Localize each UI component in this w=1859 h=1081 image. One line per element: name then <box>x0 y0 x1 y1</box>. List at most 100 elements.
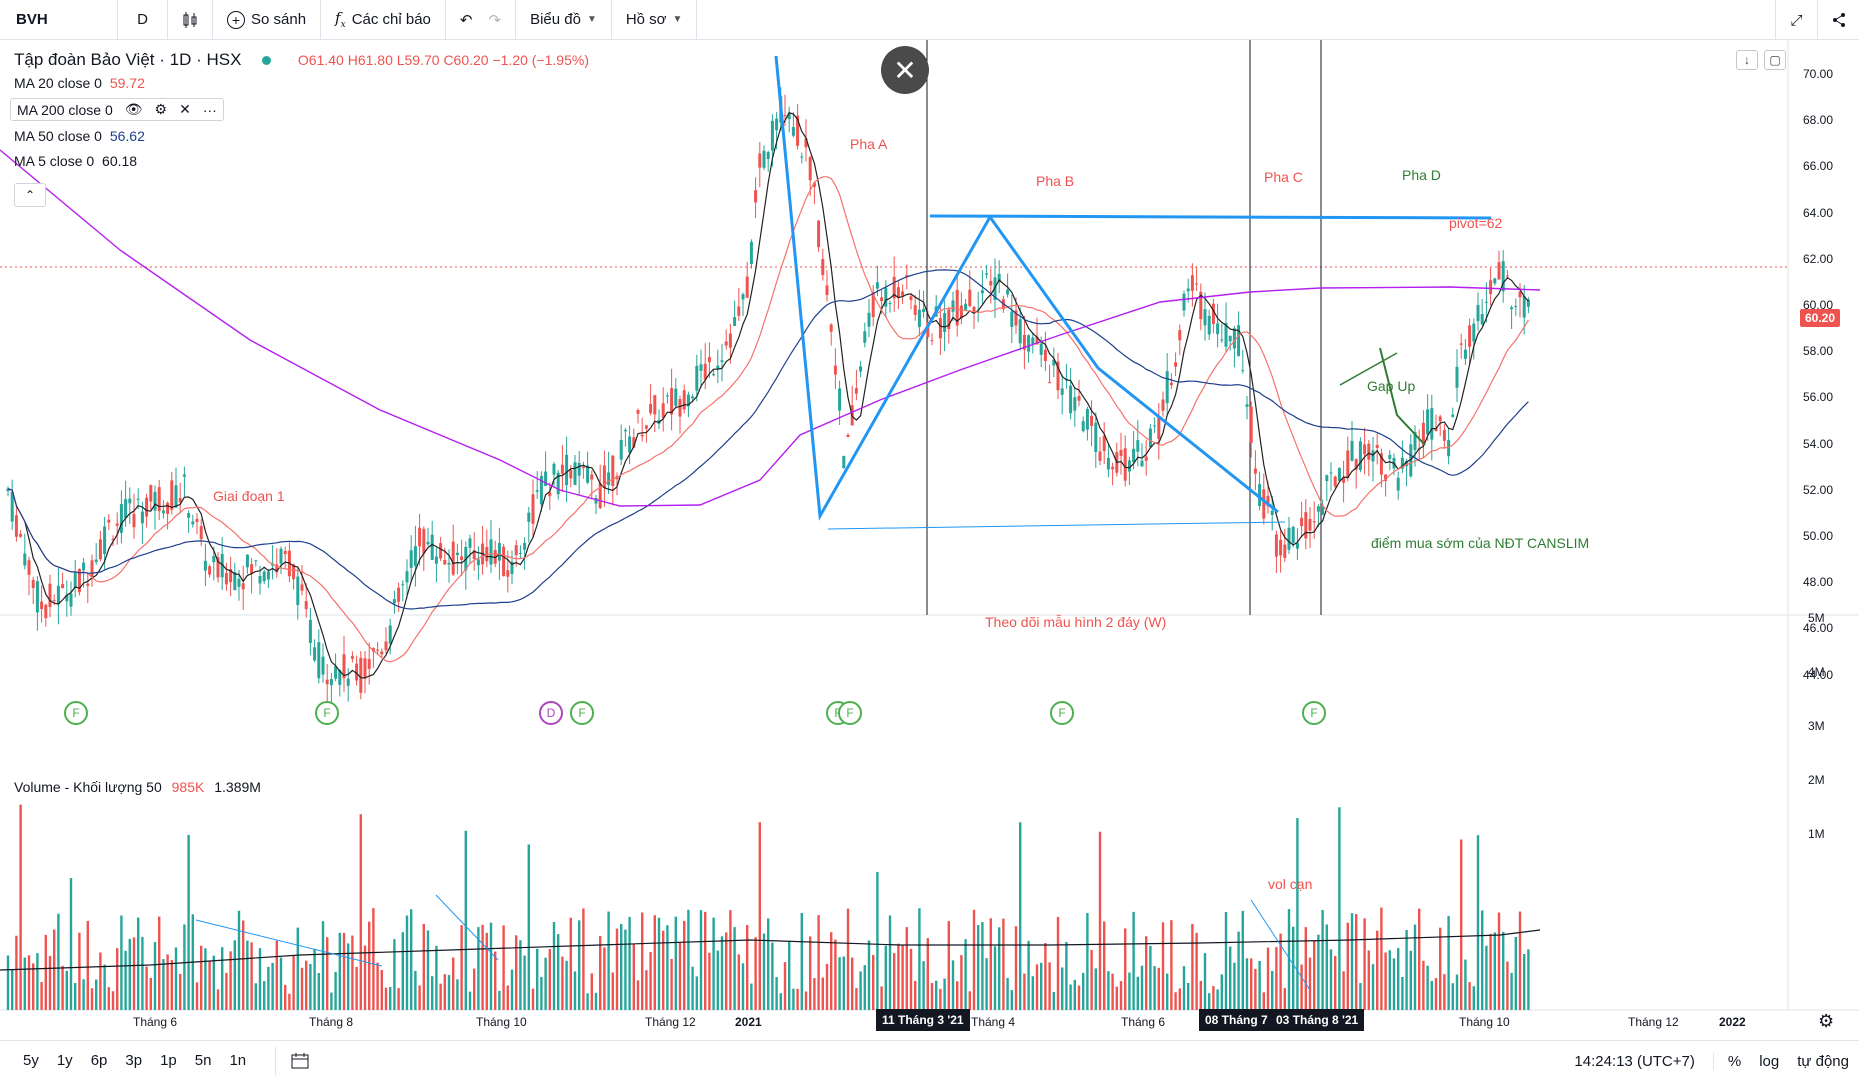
range-3m[interactable]: 3p <box>125 1052 143 1069</box>
gear-icon[interactable]: ⚙ <box>154 101 168 117</box>
candle-body <box>1501 261 1505 292</box>
candle-body <box>1018 319 1022 344</box>
volume-tick-label: 4M <box>1808 665 1825 679</box>
compare-label: So sánh <box>251 11 307 28</box>
volume-bar <box>1094 968 1097 1010</box>
clock-time[interactable]: 14:24:13 (UTC+7) <box>1574 1052 1695 1070</box>
ma20-value: 59.72 <box>109 75 145 91</box>
share-icon[interactable] <box>1817 0 1859 40</box>
undo-icon[interactable]: ↶ <box>459 11 473 29</box>
volume-bar <box>523 955 526 1010</box>
volume-bar <box>368 921 371 1010</box>
volume-legend[interactable]: Volume - Khối lượng 50 985K 1.389M <box>14 779 261 795</box>
time-tick-label: 2021 <box>735 1015 762 1029</box>
event-marker-f[interactable]: F <box>838 701 862 725</box>
volume-bar <box>817 915 820 1010</box>
percent-toggle[interactable]: % <box>1712 1052 1741 1070</box>
volume-bar <box>1040 962 1043 1010</box>
volume-bar <box>494 951 497 1010</box>
candle-body <box>959 305 963 319</box>
volume-bar <box>1153 966 1156 1010</box>
annotation-pha-d: Pha D <box>1402 167 1441 183</box>
profile-menu-button[interactable]: Hồ sơ ▼ <box>612 0 698 40</box>
redo-icon[interactable]: ↷ <box>488 11 502 29</box>
candle-body <box>128 498 132 504</box>
candle-body <box>1350 440 1354 461</box>
candle-body <box>1232 328 1236 349</box>
legend-ma20[interactable]: MA 20 close 0 59.72 <box>14 75 145 91</box>
candle-body <box>565 454 569 486</box>
event-marker-f[interactable]: F <box>315 701 339 725</box>
event-marker-f[interactable]: F <box>64 701 88 725</box>
chart-canvas[interactable] <box>0 40 1859 1040</box>
legend-collapse-button[interactable]: ⌃ <box>14 183 46 207</box>
event-marker-f[interactable]: F <box>570 701 594 725</box>
candle-body <box>628 436 632 453</box>
candle-body <box>304 601 308 610</box>
compare-button[interactable]: + So sánh <box>213 0 322 40</box>
candle-body <box>325 679 329 685</box>
legend-ma5[interactable]: MA 5 close 0 60.18 <box>14 153 137 169</box>
legend-ma50[interactable]: MA 50 close 0 56.62 <box>14 128 145 144</box>
interval-button[interactable]: D <box>118 0 168 40</box>
volume-bar <box>1115 986 1118 1010</box>
candle-body <box>317 642 321 679</box>
event-marker-f[interactable]: F <box>1302 701 1326 725</box>
candle-body <box>1090 415 1094 426</box>
indicators-button[interactable]: fx Các chỉ báo <box>321 0 446 40</box>
candle-body <box>649 403 653 414</box>
volume-dryup-line <box>1250 899 1311 991</box>
log-toggle[interactable]: log <box>1759 1052 1780 1070</box>
candle-body <box>812 182 816 187</box>
candle-body <box>1010 311 1014 327</box>
volume-bar <box>1044 942 1047 1010</box>
candle-body <box>124 499 128 518</box>
volume-bar <box>422 923 425 1010</box>
maximize-pane-icon[interactable]: ▢ <box>1764 50 1786 70</box>
candle-body <box>678 399 682 417</box>
candle-body <box>716 365 720 370</box>
close-icon[interactable]: ✕ <box>179 101 191 117</box>
candle-body <box>787 112 791 120</box>
candle-body <box>422 528 426 554</box>
volume-bar <box>1460 839 1463 1010</box>
range-1m[interactable]: 1p <box>160 1052 177 1069</box>
close-drawing-button[interactable]: ✕ <box>881 46 929 94</box>
range-5y[interactable]: 5y <box>23 1052 39 1069</box>
candle-body <box>1056 361 1060 391</box>
goto-date-button[interactable] <box>275 1046 310 1075</box>
candle-body <box>115 523 119 526</box>
volume-bar <box>23 957 26 1010</box>
more-icon[interactable]: ··· <box>202 101 217 118</box>
volume-bar <box>1430 981 1433 1010</box>
range-5d[interactable]: 5n <box>194 1052 212 1069</box>
candle-body <box>989 280 993 286</box>
volume-bar <box>443 974 446 1010</box>
event-marker-f[interactable]: F <box>1050 701 1074 725</box>
legend-ma200[interactable]: MA 200 close 0 👁 ⚙ ✕ ··· <box>10 98 224 121</box>
eye-icon[interactable]: 👁 <box>124 101 143 117</box>
volume-bar <box>334 971 337 1010</box>
event-marker-d[interactable]: D <box>539 701 563 725</box>
chart-style-button[interactable] <box>168 0 213 40</box>
range-1d[interactable]: 1n <box>229 1052 247 1069</box>
range-1y[interactable]: 1y <box>56 1052 73 1069</box>
candle-body <box>917 309 921 327</box>
candle-body <box>388 625 392 644</box>
volume-bar <box>65 970 68 1010</box>
auto-toggle[interactable]: tự động <box>1797 1052 1849 1070</box>
chart-area[interactable]: Tập đoàn Bảo Việt · 1D · HSX O61.40 H61.… <box>0 40 1859 1040</box>
volume-bar <box>15 935 18 1010</box>
arrow-down-icon[interactable]: ↓ <box>1736 50 1758 70</box>
symbol-search[interactable]: BVH <box>0 0 118 40</box>
fullscreen-icon[interactable]: ⤢ <box>1775 0 1817 40</box>
volume-bar <box>1195 932 1198 1010</box>
volume-bar <box>321 921 325 1010</box>
candle-body <box>166 502 170 515</box>
volume-bar <box>1136 976 1139 1010</box>
range-6m[interactable]: 6p <box>90 1052 108 1069</box>
chart-menu-button[interactable]: Biểu đồ ▼ <box>516 0 612 40</box>
gear-icon[interactable]: ⚙ <box>1818 1011 1835 1031</box>
candle-body <box>749 241 753 265</box>
volume-bar <box>1308 957 1312 1010</box>
